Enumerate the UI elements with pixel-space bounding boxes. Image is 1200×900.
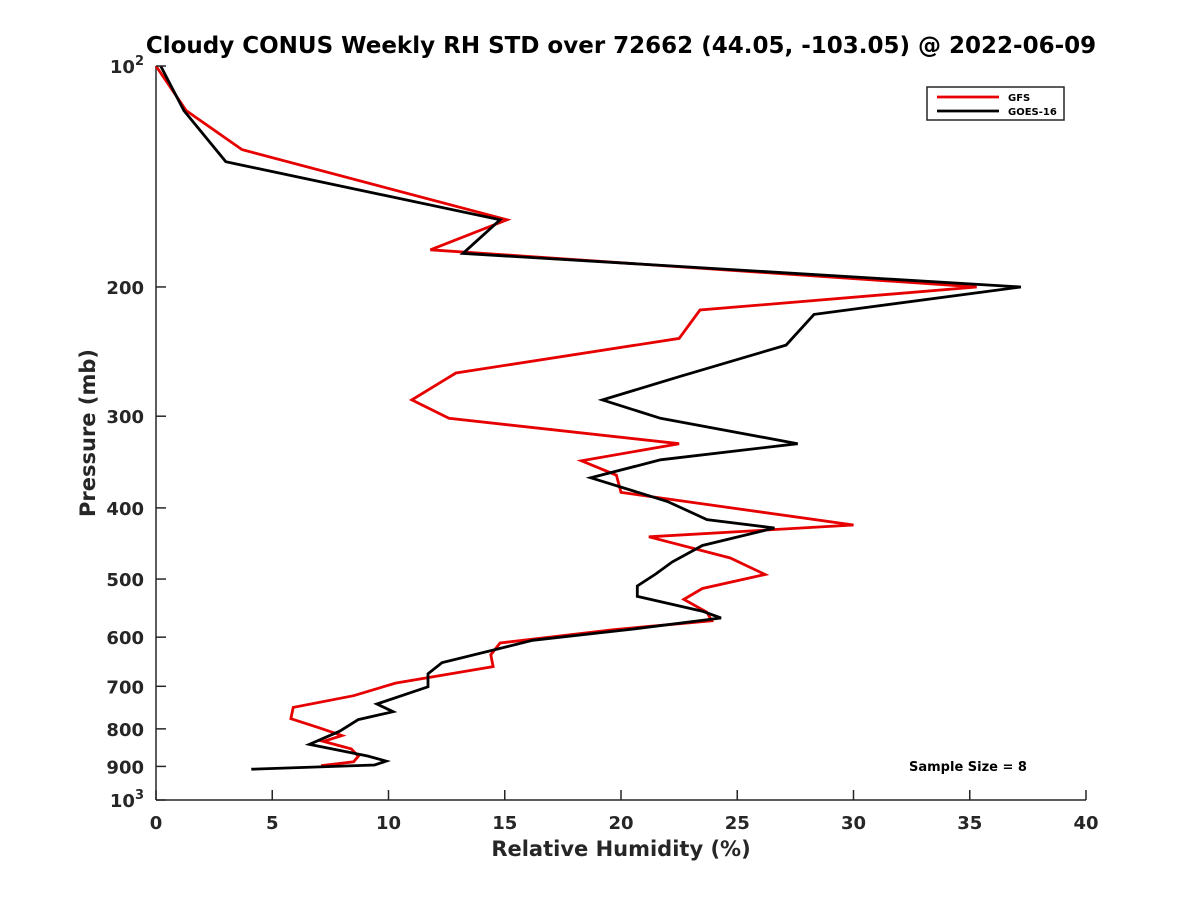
y-axis: 102 200 300 400 500 600 700 800 900 103 xyxy=(106,54,166,812)
series-line-goes-16 xyxy=(159,65,1022,771)
y-tick-label: 800 xyxy=(106,720,144,741)
x-tick-label: 15 xyxy=(492,813,517,834)
x-axis: 0 5 10 15 20 25 30 35 40 xyxy=(150,790,1099,834)
y-tick-label: 300 xyxy=(106,407,144,428)
chart-title: Cloudy CONUS Weekly RH STD over 72662 (4… xyxy=(146,33,1096,59)
y-tick-label: 600 xyxy=(106,628,144,649)
sample-size-annotation: Sample Size = 8 xyxy=(909,760,1027,775)
y-tick-label: 200 xyxy=(106,278,144,299)
y-tick-label: 500 xyxy=(106,570,144,591)
legend: GFS GOES-16 xyxy=(926,86,1065,121)
y-tick-label: 102 xyxy=(110,54,144,78)
x-tick-label: 35 xyxy=(957,813,982,834)
x-tick-label: 30 xyxy=(841,813,866,834)
y-tick-label: 700 xyxy=(106,677,144,698)
x-tick-label: 25 xyxy=(725,813,750,834)
x-tick-label: 5 xyxy=(266,813,279,834)
y-tick-label: 103 xyxy=(110,788,144,812)
series-line-gfs xyxy=(154,65,977,768)
legend-label: GFS xyxy=(1008,93,1030,104)
y-tick-label: 900 xyxy=(106,757,144,778)
x-tick-label: 20 xyxy=(608,813,633,834)
x-tick-label: 10 xyxy=(376,813,401,834)
y-axis-label: Pressure (mb) xyxy=(76,349,100,517)
x-tick-label: 0 xyxy=(150,813,163,834)
legend-box xyxy=(926,86,1065,121)
series-layer xyxy=(154,65,1022,771)
x-tick-label: 40 xyxy=(1073,813,1098,834)
legend-label: GOES-16 xyxy=(1008,107,1057,118)
x-axis-label: Relative Humidity (%) xyxy=(491,837,750,861)
y-tick-label: 400 xyxy=(106,499,144,520)
